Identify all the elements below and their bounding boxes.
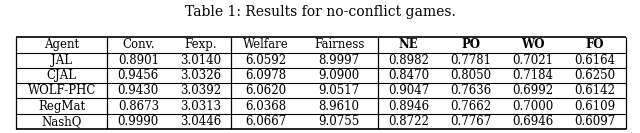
Text: WOLF-PHC: WOLF-PHC	[28, 84, 96, 97]
Text: 0.8050: 0.8050	[450, 69, 492, 82]
Text: Table 1: Results for no-conflict games.: Table 1: Results for no-conflict games.	[184, 5, 456, 19]
Text: 0.8982: 0.8982	[388, 54, 429, 67]
Text: Fairness: Fairness	[314, 38, 364, 51]
Text: 0.6164: 0.6164	[574, 54, 616, 67]
Text: 0.6142: 0.6142	[574, 84, 616, 97]
Text: 0.9047: 0.9047	[388, 84, 429, 97]
Text: 6.0978: 6.0978	[246, 69, 287, 82]
Text: PO: PO	[461, 38, 480, 51]
Text: 3.0446: 3.0446	[180, 115, 221, 128]
Text: 0.7021: 0.7021	[512, 54, 554, 67]
Text: 0.6946: 0.6946	[512, 115, 554, 128]
Text: FO: FO	[586, 38, 604, 51]
Text: 0.7781: 0.7781	[450, 54, 492, 67]
Text: Welfare: Welfare	[243, 38, 289, 51]
Text: RegMat: RegMat	[38, 100, 85, 113]
Text: 0.7636: 0.7636	[450, 84, 492, 97]
Text: 9.0755: 9.0755	[319, 115, 360, 128]
Text: 0.6097: 0.6097	[574, 115, 616, 128]
Text: 3.0392: 3.0392	[180, 84, 221, 97]
Text: 6.0368: 6.0368	[246, 100, 287, 113]
Text: 0.6109: 0.6109	[574, 100, 616, 113]
Text: 8.9997: 8.9997	[319, 54, 360, 67]
Text: Agent: Agent	[44, 38, 79, 51]
Text: NashQ: NashQ	[42, 115, 82, 128]
Text: 0.9456: 0.9456	[118, 69, 159, 82]
Text: Fexp.: Fexp.	[184, 38, 217, 51]
Text: 0.9430: 0.9430	[118, 84, 159, 97]
Text: 0.8722: 0.8722	[388, 115, 429, 128]
Text: CJAL: CJAL	[47, 69, 77, 82]
Text: WO: WO	[521, 38, 545, 51]
Text: 0.7184: 0.7184	[512, 69, 554, 82]
Text: 0.8673: 0.8673	[118, 100, 159, 113]
Text: 6.0620: 6.0620	[246, 84, 287, 97]
Text: Conv.: Conv.	[122, 38, 155, 51]
Text: 0.9990: 0.9990	[118, 115, 159, 128]
Text: 6.0667: 6.0667	[246, 115, 287, 128]
Text: 0.8946: 0.8946	[388, 100, 429, 113]
Text: 6.0592: 6.0592	[246, 54, 287, 67]
Text: 0.7662: 0.7662	[450, 100, 492, 113]
Text: 0.8470: 0.8470	[388, 69, 429, 82]
Text: 9.0517: 9.0517	[319, 84, 360, 97]
Text: NE: NE	[399, 38, 419, 51]
Text: 0.6250: 0.6250	[574, 69, 616, 82]
Text: 3.0140: 3.0140	[180, 54, 221, 67]
Text: 0.7767: 0.7767	[450, 115, 492, 128]
Text: 8.9610: 8.9610	[319, 100, 360, 113]
Text: 9.0900: 9.0900	[319, 69, 360, 82]
Text: 0.8901: 0.8901	[118, 54, 159, 67]
Text: 3.0326: 3.0326	[180, 69, 221, 82]
Text: 0.7000: 0.7000	[512, 100, 554, 113]
Text: 3.0313: 3.0313	[180, 100, 221, 113]
Text: JAL: JAL	[51, 54, 72, 67]
Text: 0.6992: 0.6992	[512, 84, 554, 97]
